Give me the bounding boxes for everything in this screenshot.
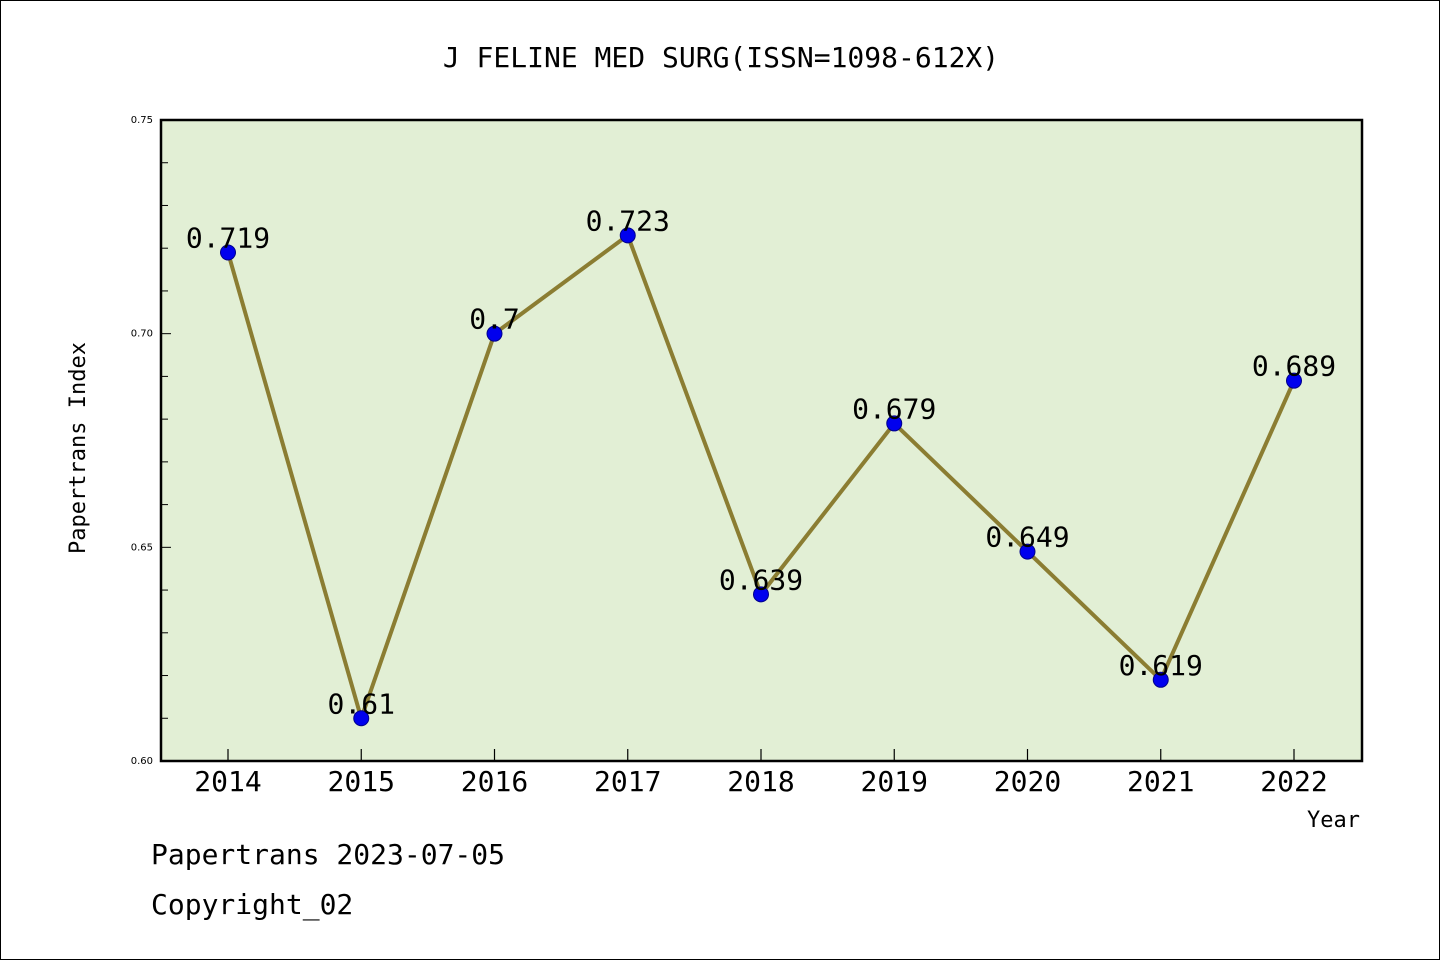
x-axis-label: Year [1307,808,1360,833]
data-point [619,227,636,244]
data-point [1019,543,1036,560]
data-point [1152,671,1169,688]
x-tick-label: 2021 [1127,765,1194,798]
y-tick-label: 0.70 [131,329,153,340]
x-tick-label: 2016 [461,765,528,798]
y-tick-label: 0.65 [131,542,153,553]
y-tick-label: 0.60 [131,756,153,767]
data-point [886,415,903,432]
plot-area [159,118,1364,763]
data-point [353,710,370,727]
data-point [753,586,769,603]
chart-title: J FELINE MED SURG(ISSN=1098-612X) [443,41,999,74]
data-point [486,325,503,342]
x-tick-label: 2019 [861,765,928,798]
data-label: 0.61 [328,687,395,720]
y-axis-label: Papertrans Index [66,342,91,554]
data-point [1286,372,1302,389]
footer-date: Papertrans 2023-07-05 [151,838,505,871]
x-axis-ticks: 2014 2015 2016 2017 2018 2019 2020 2021 2022 [194,749,1328,798]
x-tick-label: 2015 [328,765,395,798]
x-tick-label: 2014 [194,765,261,798]
series-markers [220,227,1302,727]
data-label: 0.649 [985,521,1069,554]
data-labels: 0.719 0.61 0.7 0.723 0.639 0.679 0.649 0.619 0.6… [186,204,1336,720]
x-tick-label: 2020 [994,765,1061,798]
x-tick-label: 2017 [594,765,661,798]
data-label: 0.7 [469,303,520,336]
x-tick-label: 2022 [1260,765,1327,798]
data-label: 0.639 [719,563,803,596]
data-label: 0.619 [1119,649,1203,682]
y-tick-label: 0.75 [131,115,153,126]
data-point [220,244,236,261]
y-axis-ticks: 0.60 0.65 0.70 0.75 [131,115,171,767]
x-tick-label: 2018 [727,765,794,798]
footer-copyright: Copyright_02 [151,888,353,922]
data-label: 0.679 [852,392,936,425]
data-label: 0.723 [586,204,670,237]
data-label: 0.689 [1252,350,1336,383]
data-label: 0.719 [186,221,270,254]
